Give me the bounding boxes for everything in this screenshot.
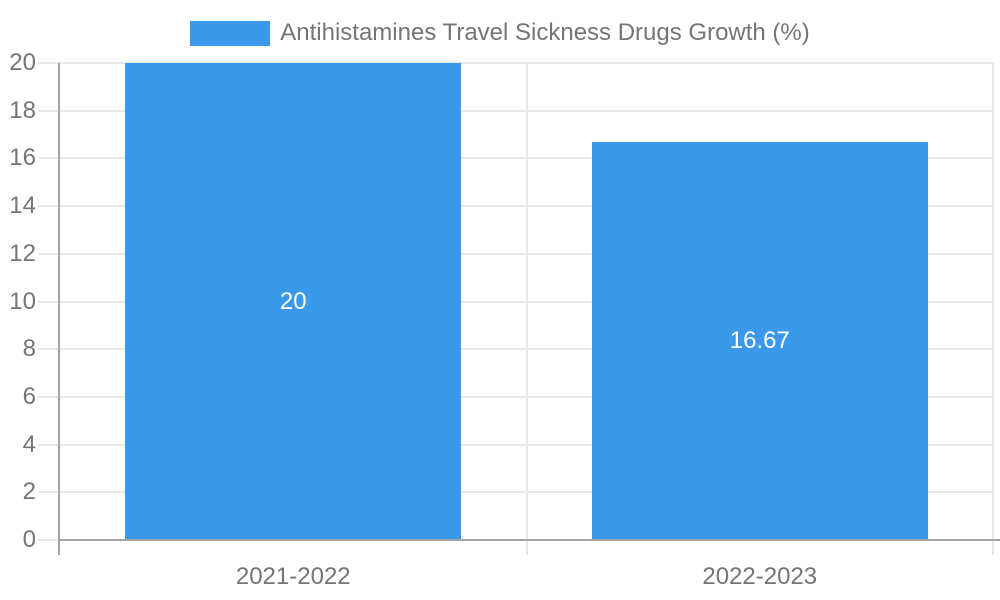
category-separator-line [992,63,994,555]
gridline [38,109,993,112]
gridline [38,491,993,494]
y-tick-label: 4 [22,430,36,458]
y-tick-label: 10 [9,287,36,315]
gridline [38,443,993,446]
gridline [38,395,993,398]
y-tick-label: 14 [9,192,36,220]
legend: Antihistamines Travel Sickness Drugs Gro… [0,19,1000,47]
gridline [38,205,993,208]
y-tick-label: 8 [22,335,36,363]
y-tick-label: 2 [22,478,36,506]
y-tick-label: 16 [9,144,36,172]
bar[interactable] [591,142,928,540]
gridline [38,62,993,64]
gridline [38,300,993,303]
plot-area: 0 2 4 6 8 10 12 14 16 18 20 20 2021-2022 16.67 2022-20… [9,50,1000,590]
legend-label: Antihistamines Travel Sickness Drugs Gro… [280,19,810,46]
legend-item[interactable]: Antihistamines Travel Sickness Drugs Gro… [190,19,810,47]
category-separator-line [525,63,528,555]
y-axis-line [58,63,60,555]
bar[interactable] [125,63,462,540]
gridline [38,157,993,160]
gridline [38,252,993,255]
bar-value-label: 16.67 [729,327,790,355]
legend-swatch-icon [190,20,271,46]
x-category-label: 2022-2023 [702,563,818,590]
y-tick-mark [38,539,60,541]
y-tick-label: 18 [9,96,36,124]
y-tick-label: 6 [22,382,36,410]
y-tick-label: 0 [22,526,36,553]
y-tick-label: 20 [9,49,36,76]
gridline [38,348,993,351]
x-axis-line [58,539,1000,541]
x-category-label: 2021-2022 [235,563,351,590]
bar-value-label: 20 [279,287,307,315]
y-tick-label: 12 [9,239,36,267]
